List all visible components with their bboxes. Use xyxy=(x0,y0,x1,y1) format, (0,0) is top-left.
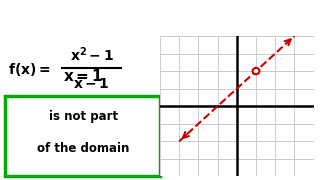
Text: $\mathbf{x = 1}$: $\mathbf{x = 1}$ xyxy=(63,68,103,84)
Text: $\mathbf{f(x) =}$: $\mathbf{f(x) =}$ xyxy=(8,61,51,78)
Text: is not part: is not part xyxy=(49,110,118,123)
Text: Discontinuous Functions: Discontinuous Functions xyxy=(36,7,284,25)
Text: $\mathbf{x - 1}$: $\mathbf{x - 1}$ xyxy=(73,76,110,91)
Text: of the domain: of the domain xyxy=(37,142,129,155)
Text: $\mathbf{x^2 - 1}$: $\mathbf{x^2 - 1}$ xyxy=(69,45,114,64)
Circle shape xyxy=(253,69,259,74)
FancyBboxPatch shape xyxy=(5,96,160,176)
